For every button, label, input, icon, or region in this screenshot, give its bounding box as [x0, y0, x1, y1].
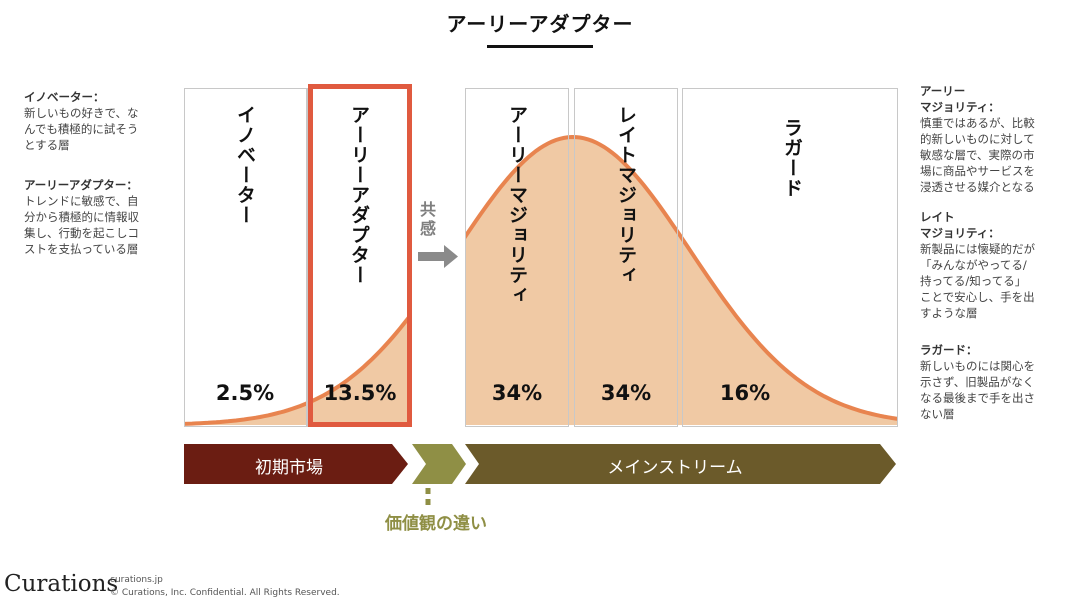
panel-innovator: [184, 88, 307, 427]
percent-innovator: 2.5%: [215, 381, 275, 405]
note-line: 新製品には懐疑的だが: [920, 242, 1035, 256]
band-early-shape: [184, 444, 408, 484]
curve-fill-left: [184, 314, 411, 425]
note-title: ラガード：: [920, 343, 978, 357]
note-line: 示さず、旧製品がなく: [920, 375, 1035, 389]
note-early-adopter: アーリーアダプター： トレンドに敏感で、自 分から積極的に情報収 集し、行動を起…: [24, 177, 174, 257]
note-line: トレンドに敏感で、自: [24, 194, 139, 208]
note-line: 慎重ではあるが、比較: [920, 116, 1035, 130]
note-title: レイト: [920, 210, 955, 224]
note-line: すような層: [920, 306, 978, 320]
segment-label-laggards: ラガード: [781, 118, 803, 198]
note-late-majority: レイト マジョリティ： 新製品には懐疑的だが 「みんながやってる/ 持ってる/知…: [920, 209, 1070, 321]
note-line: 敏感な層で、実際の市: [920, 148, 1035, 162]
panel-early-majority: [465, 88, 569, 427]
note-line: 持ってる/知ってる」: [920, 274, 1027, 288]
note-innovator: イノベーター： 新しいもの好きで、な んでも積極的に試そう とする層: [24, 89, 174, 153]
panel-late-majority: [574, 88, 678, 427]
segment-label-early-majority: アーリーマジョリティ: [506, 105, 528, 305]
curve-fill-right: [465, 137, 898, 425]
note-line: 的新しいものに対して: [920, 132, 1035, 146]
kyokan-arrow-icon: [418, 245, 458, 268]
percent-laggards: 16%: [719, 381, 771, 405]
percent-early-majority: 34%: [491, 381, 543, 405]
note-line: なる最後まで手を出さ: [920, 391, 1035, 405]
note-laggards: ラガード： 新しいものには関心を 示さず、旧製品がなく なる最後まで手を出さ な…: [920, 342, 1070, 422]
note-title: アーリー: [920, 84, 966, 98]
note-line: んでも積極的に試そう: [24, 122, 139, 136]
note-line: 「みんながやってる/: [920, 258, 1027, 272]
note-line: ない層: [920, 407, 955, 421]
note-line: 集し、行動を起こしコ: [24, 226, 139, 240]
curve-line-right: [465, 134, 898, 421]
note-title: アーリーアダプター：: [24, 178, 138, 192]
note-title: マジョリティ：: [920, 100, 1000, 114]
panel-laggards: [682, 88, 898, 427]
note-line: 分から積極的に情報収: [24, 210, 139, 224]
title-underline: [487, 45, 593, 48]
footer-site: curations.jp: [110, 575, 163, 585]
segment-label-early-adopter: アーリーアダプター: [348, 105, 370, 285]
note-line: ことで安心し、手を出: [920, 290, 1035, 304]
band-gap-shape: [412, 444, 466, 484]
note-line: 場に商品やサービスを: [920, 164, 1035, 178]
early-adopter-highlight: [308, 84, 412, 427]
note-title: イノベーター：: [24, 90, 105, 104]
note-line: ストを支払っている層: [24, 242, 139, 256]
kyokan-label: 共感: [420, 200, 437, 238]
segment-label-innovator: イノベーター: [234, 105, 256, 225]
band-main-label: メインストリーム: [607, 458, 743, 478]
band-early-label: 初期市場: [255, 458, 323, 478]
note-early-majority: アーリー マジョリティ： 慎重ではあるが、比較 的新しいものに対して 敏感な層で…: [920, 83, 1070, 195]
percent-late-majority: 34%: [600, 381, 652, 405]
note-line: 浸透させる媒介となる: [920, 180, 1035, 194]
note-line: 新しいものには関心を: [920, 359, 1035, 373]
segment-label-late-majority: レイトマジョリティ: [615, 105, 637, 285]
page-title: アーリーアダプター: [446, 12, 634, 36]
note-title: マジョリティ：: [920, 226, 1000, 240]
percent-early-adopter: 13.5%: [323, 381, 397, 405]
note-line: とする層: [24, 138, 70, 152]
company-logo: Curations: [4, 571, 119, 597]
band-main-shape: [465, 444, 896, 484]
curve-line-left: [184, 311, 411, 426]
footer-copyright: © Curations, Inc. Confidential. All Righ…: [110, 588, 340, 598]
note-line: 新しいもの好きで、な: [24, 106, 139, 120]
gap-label: 価値観の違い: [385, 514, 487, 534]
